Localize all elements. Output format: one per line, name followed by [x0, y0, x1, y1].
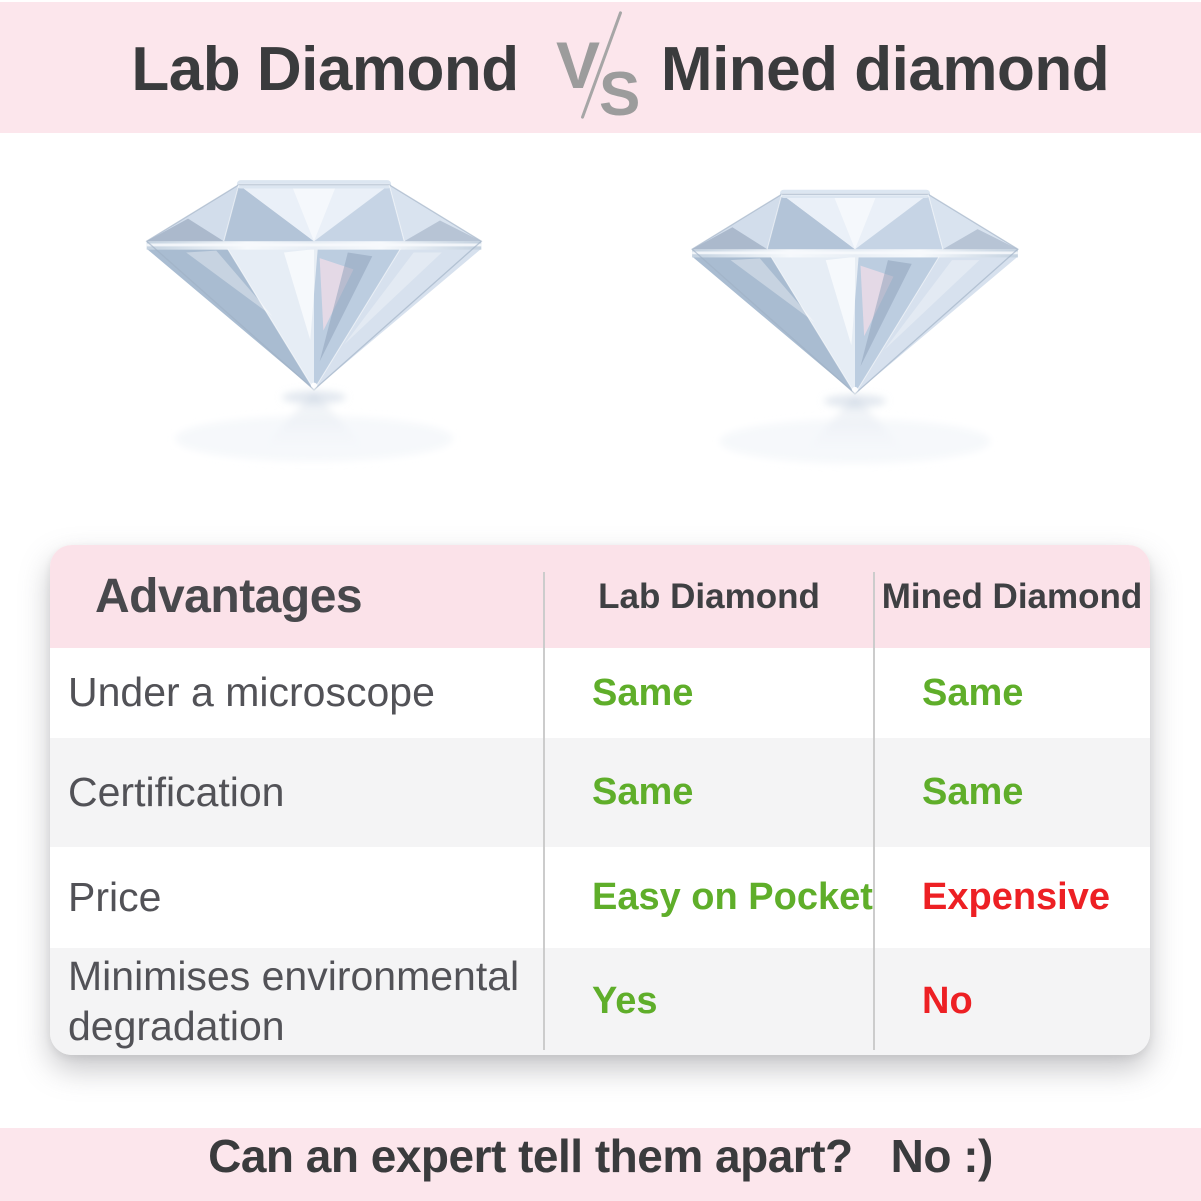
footer-banner: Can an expert tell them apart? No :) — [0, 1128, 1201, 1201]
footer-question: Can an expert tell them apart? — [208, 1129, 853, 1182]
row-label: Minimises environmental degradation — [68, 953, 520, 1049]
lab-diamond-image — [126, 166, 502, 476]
lab-diamond-column-header: Lab Diamond — [598, 576, 820, 616]
vs-icon: V S — [552, 6, 652, 132]
comparison-card: Advantages Lab Diamond Mined Diamond Und… — [50, 545, 1150, 1055]
diamond-graphic — [126, 166, 502, 476]
row-label: Certification — [68, 768, 285, 815]
lab-value-cell: Easy on Pocket — [592, 876, 873, 918]
row-label: Price — [68, 873, 162, 920]
row-label: Under a microscope — [68, 669, 435, 716]
lab-diamond-title: Lab Diamond — [131, 35, 519, 104]
column-divider — [543, 572, 545, 1050]
mined-value-cell: Expensive — [922, 876, 1110, 918]
lab-value-cell: Same — [592, 671, 694, 714]
table-row: Under a microscope Same Same — [50, 648, 1150, 738]
mined-value-cell: Same — [922, 771, 1024, 813]
mined-diamond-image — [672, 176, 1038, 478]
mined-value-cell: No — [922, 980, 973, 1022]
footer-answer: No :) — [890, 1129, 994, 1182]
advantages-header: Advantages — [95, 570, 363, 623]
vs-letter-s: S — [599, 60, 641, 129]
column-divider — [873, 572, 875, 1050]
table-row: Minimises environmental degradation Yes … — [50, 948, 1150, 1055]
vs-letter-v: V — [556, 28, 601, 102]
diamond-graphic — [672, 176, 1038, 478]
mined-diamond-title: Mined diamond — [660, 35, 1110, 104]
mined-value-cell: Same — [922, 671, 1024, 714]
top-banner: Lab Diamond V S Mined diamond — [0, 2, 1201, 133]
table-row: Certification Same Same — [50, 738, 1150, 847]
mined-diamond-column-header: Mined Diamond — [881, 576, 1143, 616]
table-row: Price Easy on Pocket Expensive — [50, 847, 1150, 948]
lab-value-cell: Yes — [592, 980, 658, 1022]
comparison-table-header: Advantages Lab Diamond Mined Diamond — [50, 545, 1150, 648]
lab-value-cell: Same — [592, 771, 694, 813]
